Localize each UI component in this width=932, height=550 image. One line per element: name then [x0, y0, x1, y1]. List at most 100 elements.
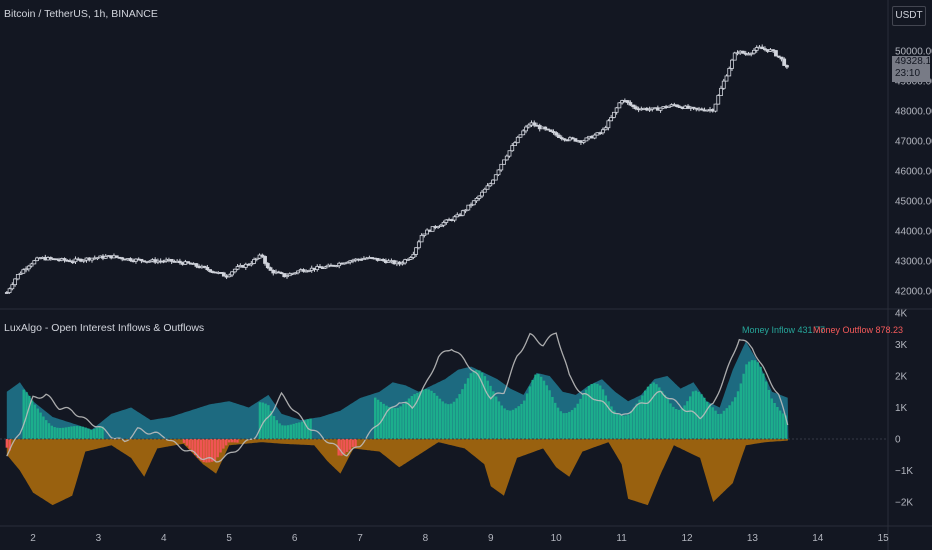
inflow-bar: [565, 412, 568, 439]
candle-up: [603, 127, 608, 131]
candle-down: [62, 258, 67, 261]
time-tick-label: 6: [292, 533, 298, 544]
inflow-bar: [545, 385, 548, 439]
inflow-bar: [629, 411, 633, 439]
inflow-bar: [601, 389, 605, 439]
candle-up: [408, 257, 413, 260]
candle-down: [128, 258, 133, 262]
candle-up: [334, 265, 339, 268]
inflow-bar: [764, 381, 768, 439]
candle-down: [139, 258, 144, 262]
inflow-bar: [689, 396, 692, 439]
candle-up: [441, 222, 446, 226]
outflow-bar: [8, 439, 11, 451]
inflow-bar: [596, 383, 599, 439]
candle-up: [735, 52, 740, 55]
inflow-bar: [95, 427, 99, 439]
candle-up: [35, 257, 39, 262]
candle-up: [232, 268, 237, 273]
inflow-bar: [92, 428, 96, 439]
symbol-title: Bitcoin / TetherUS, 1h, BINANCE: [4, 8, 158, 20]
candle-up: [521, 130, 526, 136]
inflow-bar: [486, 380, 489, 439]
money-outflow-area: [6, 439, 789, 506]
inflow-bar: [489, 385, 492, 439]
candle-up: [513, 142, 517, 146]
candle-up: [480, 191, 484, 197]
inflow-bar: [59, 427, 62, 439]
inflow-bar: [590, 384, 593, 439]
inflow-bar: [295, 423, 298, 439]
inflow-bar: [584, 389, 588, 439]
inflow-bar: [272, 416, 276, 439]
inflow-bar: [750, 360, 754, 439]
inflow-bar: [784, 415, 788, 439]
currency-button[interactable]: USDT: [892, 6, 926, 26]
inflow-bar: [303, 420, 307, 439]
candle-down: [598, 132, 603, 135]
candle-up: [584, 137, 589, 142]
candle-up: [581, 140, 586, 143]
candle-up: [403, 259, 408, 264]
inflow-bar: [736, 391, 740, 439]
time-tick-label: 11: [616, 533, 627, 544]
candle-down: [114, 255, 119, 258]
inflow-bar: [438, 398, 442, 439]
outflow-bar: [219, 439, 222, 453]
candle-up: [24, 268, 28, 271]
inflow-bar: [413, 394, 416, 439]
money-outflow-label: Money Outflow 878.23: [813, 325, 904, 335]
inflow-bar: [703, 397, 706, 439]
candle-up: [658, 107, 663, 111]
candle-up: [419, 235, 424, 243]
candle-down: [68, 260, 72, 263]
inflow-bar: [683, 405, 686, 439]
outflow-bar: [196, 439, 200, 459]
inflow-bar: [618, 414, 622, 439]
inflow-bar: [258, 402, 262, 439]
inflow-bar: [275, 420, 279, 439]
outflow-bar: [210, 439, 214, 462]
inflow-bar: [615, 413, 619, 439]
inflow-bar: [75, 426, 79, 439]
outflow-bar: [182, 439, 186, 443]
candle-down: [54, 258, 59, 261]
inflow-bar: [98, 427, 101, 439]
inflow-bar: [753, 360, 757, 439]
candle-up: [285, 275, 289, 278]
candle-up: [609, 117, 614, 122]
inflow-bar: [559, 411, 563, 439]
candle-up: [438, 224, 443, 227]
candle-down: [186, 261, 191, 264]
candle-up: [243, 263, 248, 268]
inflow-bar: [697, 391, 700, 439]
outflow-bar: [236, 439, 239, 443]
indicator-tick-label: 2K: [895, 372, 908, 383]
inflow-bar: [663, 394, 667, 439]
inflow-bar: [503, 408, 506, 439]
inflow-bar: [382, 403, 385, 439]
candle-down: [779, 56, 784, 60]
inflow-bar: [458, 394, 461, 439]
candle-up: [430, 226, 435, 232]
inflow-bar: [523, 400, 526, 439]
candle-up: [474, 198, 479, 202]
time-tick-label: 14: [812, 533, 824, 544]
inflow-bar: [444, 403, 447, 439]
time-tick-label: 10: [551, 533, 563, 544]
candle-up: [307, 270, 311, 272]
inflow-bar: [390, 407, 394, 439]
inflow-bar: [376, 399, 380, 439]
inflow-bar: [309, 418, 312, 439]
candle-up: [296, 270, 300, 274]
inflow-bar: [599, 385, 602, 439]
inflow-bar: [42, 416, 45, 439]
candle-up: [463, 209, 468, 212]
inflow-bar: [568, 411, 571, 439]
inflow-bar: [725, 408, 728, 439]
price-candles[interactable]: [4, 44, 789, 294]
candle-down: [4, 292, 9, 294]
inflow-bar: [655, 384, 658, 439]
candle-down: [699, 108, 704, 111]
